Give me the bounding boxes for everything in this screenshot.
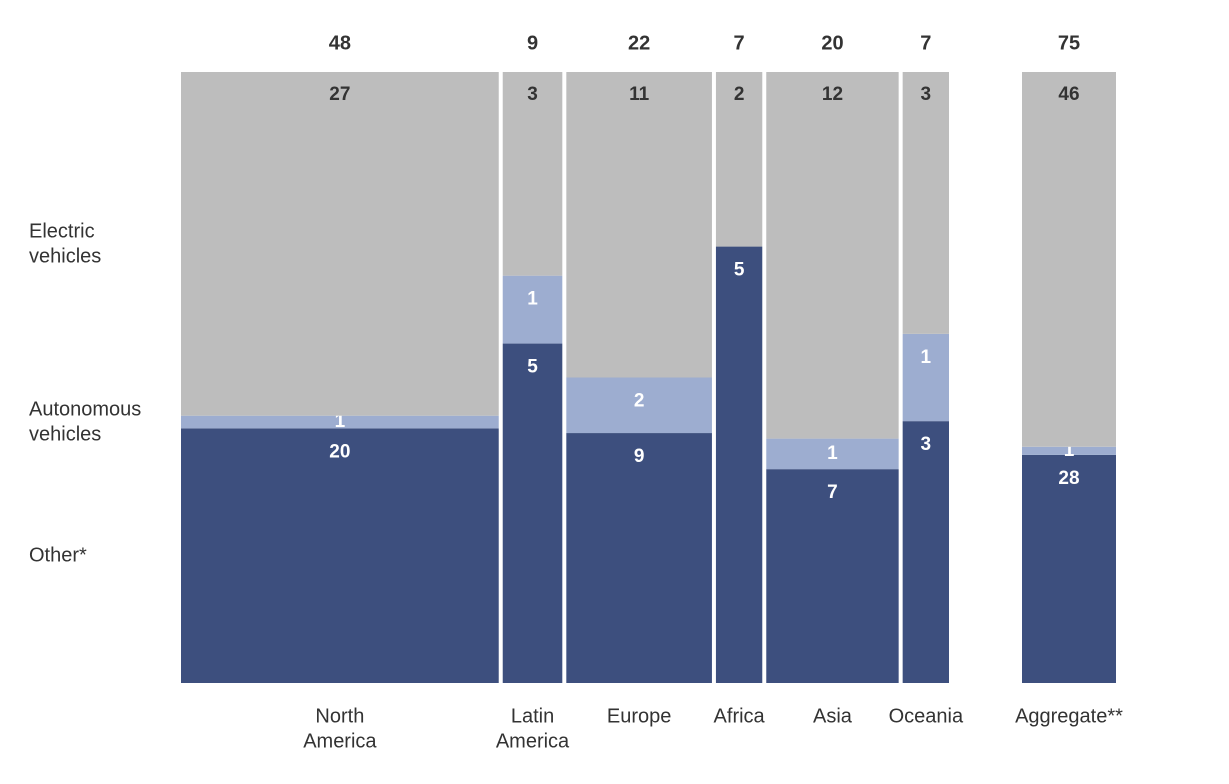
bar-segment-asia-autonomous-vehicles [766, 438, 899, 470]
bar-segment-africa-electric-vehicles [715, 72, 763, 247]
value-label-aggregate-autonomous-vehicles: 1 [1064, 440, 1075, 461]
value-label-latin-america-electric-vehicles: 3 [527, 84, 538, 105]
bar-segment-europe-electric-vehicles [566, 72, 712, 378]
value-label-aggregate-other: 28 [1058, 468, 1079, 489]
bar-segment-aggregate-electric-vehicles [1022, 72, 1116, 447]
bar-segment-latin-america-other [502, 343, 563, 683]
value-label-north-america-autonomous-vehicles: 1 [335, 411, 346, 432]
value-label-aggregate-electric-vehicles: 46 [1058, 84, 1079, 105]
legend-label-other: Other* [29, 544, 87, 566]
category-label-africa: Africa [714, 705, 766, 727]
bar-segment-latin-america-autonomous-vehicles [502, 275, 563, 344]
value-label-north-america-electric-vehicles: 27 [329, 84, 350, 105]
total-label-asia: 20 [821, 32, 843, 54]
bar-segment-asia-other [766, 469, 899, 683]
total-label-oceania: 7 [920, 32, 931, 54]
value-label-africa-other: 5 [734, 260, 745, 281]
total-label-north-america: 48 [329, 32, 351, 54]
value-label-oceania-electric-vehicles: 3 [921, 84, 932, 105]
bar-segment-europe-other [566, 433, 712, 683]
category-label-north-america-line-2: America [303, 730, 377, 752]
bar-segment-oceania-other [902, 421, 949, 683]
legend-label-autonomous-vehicles-line-2: vehicles [29, 423, 101, 445]
value-label-oceania-autonomous-vehicles: 1 [921, 347, 932, 368]
bar-segment-north-america-other [181, 428, 499, 683]
bar-segment-europe-autonomous-vehicles [566, 377, 712, 434]
value-label-europe-autonomous-vehicles: 2 [634, 391, 645, 412]
value-label-asia-other: 7 [827, 482, 838, 503]
value-label-latin-america-autonomous-vehicles: 1 [527, 289, 538, 310]
value-label-europe-electric-vehicles: 11 [629, 84, 650, 105]
total-label-africa: 7 [734, 32, 745, 54]
category-label-aggregate: Aggregate** [1015, 705, 1123, 727]
bar-segment-africa-other [715, 246, 763, 683]
category-label-oceania: Oceania [889, 705, 964, 727]
category-label-latin-america-line-2: America [496, 730, 570, 752]
value-label-europe-other: 9 [634, 446, 645, 467]
total-label-aggregate: 75 [1058, 32, 1080, 54]
category-label-north-america-line-1: North [315, 705, 364, 727]
legend-label-electric-vehicles-line-1: Electric [29, 220, 95, 242]
legend-label-electric-vehicles-line-2: vehicles [29, 245, 101, 267]
category-label-latin-america-line-1: Latin [511, 705, 554, 727]
bar-segment-north-america-electric-vehicles [181, 72, 499, 416]
category-label-europe: Europe [607, 705, 672, 727]
category-label-asia: Asia [813, 705, 853, 727]
bar-segment-north-america-autonomous-vehicles [181, 415, 499, 429]
bar-segment-aggregate-autonomous-vehicles [1022, 446, 1116, 455]
value-label-latin-america-other: 5 [527, 357, 538, 378]
bar-segment-oceania-autonomous-vehicles [902, 333, 949, 422]
value-label-oceania-other: 3 [921, 434, 932, 455]
value-label-asia-autonomous-vehicles: 1 [827, 443, 838, 464]
bar-segment-oceania-electric-vehicles [902, 72, 949, 334]
bar-segment-aggregate-other [1022, 454, 1116, 683]
bar-segment-latin-america-electric-vehicles [502, 72, 563, 276]
legend-label-autonomous-vehicles-line-1: Autonomous [29, 398, 141, 420]
total-label-latin-america: 9 [527, 32, 538, 54]
value-label-asia-electric-vehicles: 12 [822, 84, 843, 105]
total-label-europe: 22 [628, 32, 650, 54]
value-label-africa-electric-vehicles: 2 [734, 84, 745, 105]
value-label-north-america-other: 20 [329, 441, 350, 462]
bar-segment-asia-electric-vehicles [766, 72, 899, 439]
